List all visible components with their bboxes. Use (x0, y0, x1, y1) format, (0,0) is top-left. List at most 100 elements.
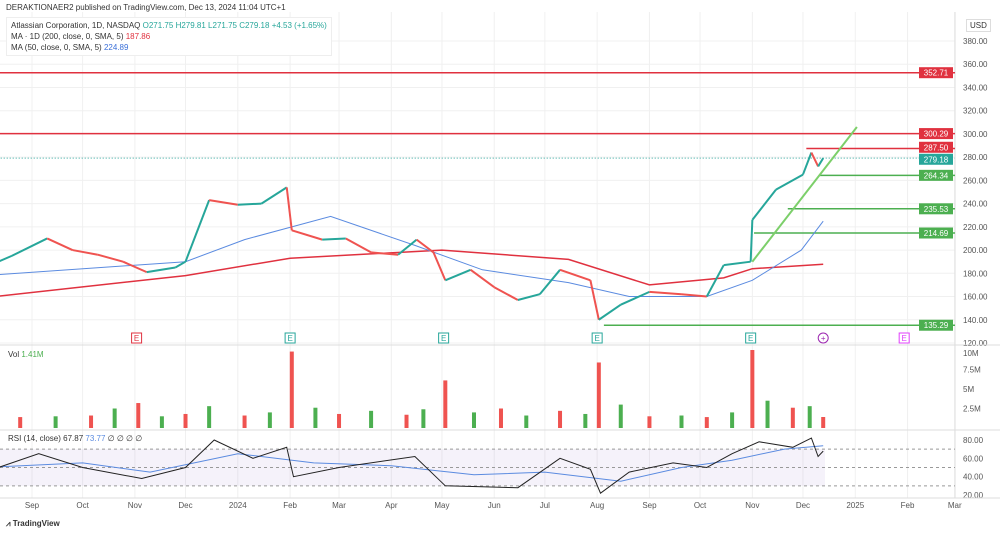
price-segment (723, 260, 751, 267)
rsi-label: RSI (14, close) (8, 434, 61, 443)
price-tick-label: 180.00 (963, 269, 988, 278)
earnings-label: E (441, 334, 446, 343)
price-segment (291, 229, 323, 241)
price-tick-label: 300.00 (963, 130, 988, 139)
volume-bar (443, 380, 448, 428)
price-segment (322, 237, 346, 241)
price-tick-label: 380.00 (963, 37, 988, 46)
volume-bar (471, 412, 476, 428)
price-tick-label: 360.00 (963, 60, 988, 69)
price-segment (184, 199, 211, 263)
volume-bar (112, 408, 117, 428)
price-segment (517, 293, 541, 301)
ohlc-close: C279.18 (239, 21, 270, 30)
level-tag (919, 141, 953, 153)
volume-bar (583, 413, 588, 428)
price-segment (589, 280, 600, 320)
x-tick-label: Mar (332, 501, 346, 510)
volume-bar (750, 350, 755, 428)
level-tag-label: 264.34 (924, 171, 949, 180)
level-tag-label: 235.53 (924, 205, 949, 214)
volume-bar (369, 410, 374, 428)
rsi-tick-label: 80.00 (963, 436, 984, 445)
change: +4.53 (+1.65%) (271, 21, 327, 30)
price-segment (598, 303, 622, 321)
price-segment (11, 237, 48, 257)
price-tick-label: 220.00 (963, 223, 988, 232)
level-tag (919, 153, 953, 165)
price-segment (470, 269, 495, 289)
rsi-ma-line (0, 445, 824, 482)
ohlc-low: L271.75 (208, 21, 237, 30)
volume-bar (242, 415, 247, 428)
ma50-value: 224.89 (103, 43, 129, 52)
x-tick-label: 2024 (229, 501, 247, 510)
price-segment (493, 286, 519, 301)
x-tick-label: Sep (642, 501, 657, 510)
volume-tick-label: 5M (963, 385, 974, 394)
x-tick-label: Mar (948, 501, 962, 510)
volume-bar (618, 404, 623, 428)
volume-tick-label: 10M (963, 349, 979, 358)
price-segment (97, 253, 124, 263)
price-segment (620, 290, 650, 306)
earnings-icon (131, 332, 143, 344)
price-segment (397, 238, 418, 256)
price-segment (122, 260, 148, 274)
volume-bar (267, 412, 272, 428)
price-tick-label: 340.00 (963, 83, 988, 92)
price-segment (174, 260, 187, 269)
published-header: DERAKTIONAER2 published on TradingView.c… (6, 3, 286, 12)
price-segment (817, 157, 825, 167)
volume-bar (558, 410, 563, 428)
volume-bar (498, 408, 503, 428)
ohlc-open: O271.75 (142, 21, 174, 30)
rsi-tick-label: 40.00 (963, 473, 984, 482)
volume-bar (765, 400, 770, 428)
x-tick-label: Oct (76, 501, 89, 510)
earnings-icon (898, 332, 910, 344)
rsi-band (0, 449, 825, 486)
earnings-label: E (287, 334, 292, 343)
price-segment (649, 290, 682, 296)
price-tick-label: 160.00 (963, 293, 988, 302)
ma200-label: MA · 1D (200, close, 0, SMA, 5) (11, 32, 124, 41)
price-tick-label: 280.00 (963, 153, 988, 162)
level-tag (919, 67, 953, 79)
price-tick-label: 240.00 (963, 200, 988, 209)
price-segment (802, 152, 813, 175)
earnings-icon (745, 332, 757, 344)
rsi-value: 67.87 (63, 434, 84, 443)
earnings-label: E (902, 334, 907, 343)
price-segment (751, 189, 777, 221)
trendline (751, 126, 858, 263)
volume-bar (89, 415, 94, 428)
volume-bar (821, 417, 826, 428)
event-icon (817, 332, 829, 344)
x-tick-label: Oct (694, 501, 707, 510)
ma50-label: MA (50, close, 0, SMA, 5) (11, 43, 102, 52)
price-segment (416, 238, 435, 254)
legend: Atlassian Corporation, 1D, NASDAQ O271.7… (6, 17, 332, 56)
x-tick-label: Jul (540, 501, 550, 510)
volume-bar (679, 415, 684, 428)
price-segment (345, 237, 372, 254)
price-segment (237, 202, 262, 206)
level-tag (919, 169, 953, 181)
level-tag (919, 319, 953, 331)
symbol: Atlassian Corporation, 1D, NASDAQ (11, 21, 141, 30)
volume-bar (524, 415, 529, 428)
volume-bar (313, 407, 318, 428)
ma200-value: 187.86 (125, 32, 151, 41)
volume-bar (337, 413, 342, 428)
level-tag-label: 287.50 (924, 143, 949, 152)
earnings-label: E (748, 334, 753, 343)
level-tag (919, 203, 953, 215)
price-segment (208, 199, 238, 206)
level-tag-label: 279.18 (924, 155, 949, 164)
price-segment (559, 268, 591, 282)
currency-button[interactable]: USD (966, 19, 991, 32)
x-tick-label: Aug (590, 501, 604, 510)
